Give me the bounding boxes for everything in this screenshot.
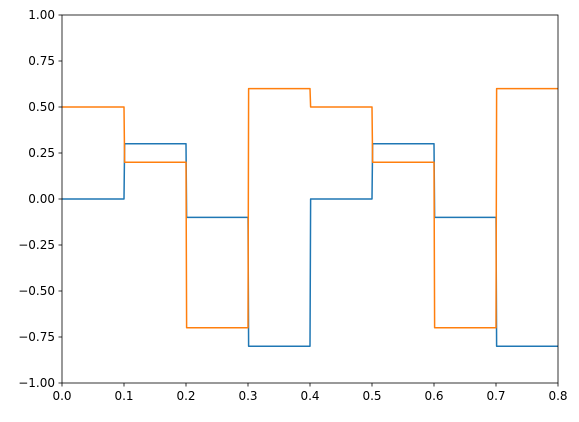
series-layer (62, 87, 558, 347)
x-tick-label: 0.4 (300, 389, 319, 403)
y-tick-label: −1.00 (18, 376, 55, 390)
y-tick-label: 0.75 (28, 54, 55, 68)
x-tick-label: 0.2 (176, 389, 195, 403)
y-axis: −1.00 −0.75 −0.50 −0.25 0.00 0.25 0.50 0.75 1.00 (18, 8, 62, 390)
series-line-1 (62, 143, 558, 347)
y-tick-label: 0.25 (28, 146, 55, 160)
y-tick-label: −0.50 (18, 284, 55, 298)
x-tick-label: 0.7 (486, 389, 505, 403)
x-tick-label: 0.8 (548, 389, 567, 403)
series-line-2 (62, 87, 558, 329)
x-tick-label: 0.1 (114, 389, 133, 403)
y-tick-label: 0.00 (28, 192, 55, 206)
x-tick-label: 0.0 (52, 389, 71, 403)
x-tick-label: 0.3 (238, 389, 257, 403)
y-tick-label: −0.25 (18, 238, 55, 252)
y-tick-label: −0.75 (18, 330, 55, 344)
y-tick-label: 0.50 (28, 100, 55, 114)
x-tick-label: 0.6 (424, 389, 443, 403)
x-tick-label: 0.5 (362, 389, 381, 403)
x-axis: 0.0 0.1 0.2 0.3 0.4 0.5 0.6 0.7 0.8 (52, 383, 568, 403)
y-tick-label: 1.00 (28, 8, 55, 22)
